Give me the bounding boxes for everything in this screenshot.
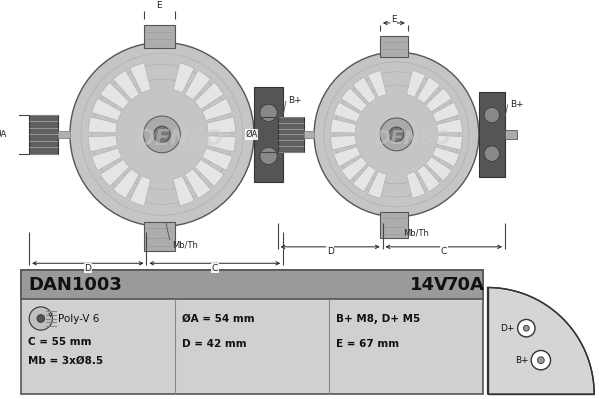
- Text: B+: B+: [510, 100, 524, 109]
- Bar: [144, 221, 174, 251]
- Text: 70A: 70A: [446, 276, 485, 294]
- Polygon shape: [113, 169, 139, 198]
- Text: C: C: [441, 247, 447, 256]
- Polygon shape: [207, 136, 235, 152]
- Bar: [505, 130, 517, 139]
- Polygon shape: [100, 83, 129, 109]
- Text: Poly-V 6: Poly-V 6: [58, 314, 99, 324]
- Text: C = 55 mm: C = 55 mm: [28, 337, 92, 347]
- Polygon shape: [353, 77, 376, 104]
- Circle shape: [314, 52, 479, 217]
- Text: D: D: [84, 264, 91, 273]
- Polygon shape: [407, 71, 425, 97]
- Text: E: E: [156, 1, 162, 10]
- Text: ØA: ØA: [246, 130, 258, 139]
- Polygon shape: [417, 165, 440, 192]
- Polygon shape: [437, 119, 462, 133]
- Text: D+: D+: [500, 324, 515, 333]
- Polygon shape: [173, 176, 194, 206]
- Text: ØA = 54 mm: ØA = 54 mm: [182, 314, 255, 324]
- Bar: [380, 36, 408, 57]
- Polygon shape: [195, 159, 224, 186]
- Polygon shape: [202, 98, 232, 120]
- Text: 14V: 14V: [410, 276, 449, 294]
- Polygon shape: [426, 157, 452, 181]
- Text: Mb = 3xØ8.5: Mb = 3xØ8.5: [28, 356, 104, 366]
- Text: Mb/Th: Mb/Th: [403, 228, 429, 237]
- Text: B+ M8, D+ M5: B+ M8, D+ M5: [337, 314, 420, 324]
- Polygon shape: [417, 77, 440, 104]
- Polygon shape: [92, 98, 122, 120]
- Polygon shape: [113, 70, 139, 100]
- Polygon shape: [432, 147, 459, 167]
- Circle shape: [389, 127, 404, 142]
- Text: B+: B+: [515, 356, 528, 365]
- Circle shape: [154, 126, 170, 143]
- Text: DENSO: DENSO: [137, 129, 224, 149]
- Polygon shape: [368, 172, 386, 198]
- Bar: [144, 25, 174, 48]
- Text: D: D: [326, 247, 334, 256]
- Circle shape: [260, 104, 277, 121]
- Bar: [58, 130, 70, 138]
- Circle shape: [537, 357, 544, 363]
- Bar: [278, 117, 304, 152]
- Circle shape: [484, 146, 500, 161]
- Polygon shape: [331, 136, 356, 150]
- Circle shape: [524, 325, 530, 331]
- Circle shape: [518, 320, 535, 337]
- Polygon shape: [202, 148, 232, 170]
- Polygon shape: [432, 102, 459, 122]
- Bar: [479, 91, 505, 177]
- Polygon shape: [184, 169, 211, 198]
- Polygon shape: [437, 136, 462, 150]
- Circle shape: [144, 116, 180, 153]
- Polygon shape: [407, 172, 425, 198]
- Circle shape: [484, 107, 500, 123]
- Circle shape: [260, 147, 277, 164]
- Circle shape: [29, 307, 53, 330]
- Bar: [380, 212, 408, 239]
- Text: E = 67 mm: E = 67 mm: [337, 339, 400, 349]
- Polygon shape: [334, 102, 361, 122]
- Polygon shape: [89, 117, 117, 133]
- Polygon shape: [92, 148, 122, 170]
- Polygon shape: [368, 71, 386, 97]
- Polygon shape: [195, 83, 224, 109]
- Text: DENSO: DENSO: [374, 129, 451, 148]
- Polygon shape: [341, 88, 367, 112]
- Polygon shape: [173, 63, 194, 93]
- Polygon shape: [341, 157, 367, 181]
- Polygon shape: [334, 147, 361, 167]
- Polygon shape: [207, 117, 235, 133]
- Bar: [304, 131, 314, 138]
- Polygon shape: [426, 88, 452, 112]
- Circle shape: [531, 350, 550, 370]
- Polygon shape: [353, 165, 376, 192]
- Polygon shape: [89, 136, 117, 152]
- Polygon shape: [129, 63, 151, 93]
- Polygon shape: [184, 70, 211, 100]
- Text: Mb/Th: Mb/Th: [172, 240, 198, 249]
- Text: DAN1003: DAN1003: [28, 276, 122, 294]
- Polygon shape: [331, 119, 356, 133]
- Polygon shape: [100, 159, 129, 186]
- Bar: [22, 270, 483, 394]
- Text: ØA: ØA: [0, 130, 7, 139]
- Bar: [22, 270, 483, 299]
- Polygon shape: [129, 176, 151, 206]
- Bar: [29, 115, 58, 154]
- Text: D = 42 mm: D = 42 mm: [182, 339, 247, 349]
- Bar: [283, 130, 297, 139]
- Circle shape: [37, 315, 45, 322]
- Text: C: C: [211, 264, 218, 273]
- Bar: [254, 87, 283, 182]
- Circle shape: [380, 118, 413, 151]
- Circle shape: [70, 42, 254, 227]
- Polygon shape: [488, 288, 594, 394]
- Text: E: E: [391, 15, 397, 24]
- Text: B+: B+: [288, 97, 301, 105]
